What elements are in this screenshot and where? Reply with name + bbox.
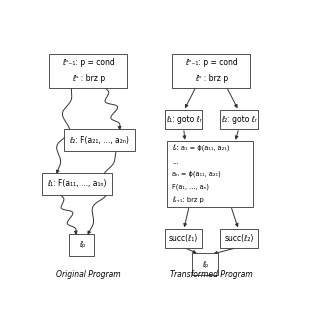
Text: succ(ℓ₁): succ(ℓ₁) (169, 234, 198, 243)
Text: ℓ₁: goto ℓᵣ: ℓ₁: goto ℓᵣ (166, 115, 202, 124)
FancyBboxPatch shape (220, 229, 258, 248)
Text: ℓᵇ : brz p: ℓᵇ : brz p (72, 74, 105, 83)
Text: ℓᵣ: a₁ = ϕ(a₁₁, a₂₁): ℓᵣ: a₁ = ϕ(a₁₁, a₂₁) (172, 145, 230, 152)
FancyBboxPatch shape (165, 110, 202, 129)
Text: ℓ₂: F(a₂₁, ..., a₂ₙ): ℓ₂: F(a₂₁, ..., a₂ₙ) (70, 136, 130, 145)
Text: ℓᵣ₊₁: brz p: ℓᵣ₊₁: brz p (172, 196, 204, 203)
FancyBboxPatch shape (69, 234, 95, 256)
FancyBboxPatch shape (167, 141, 253, 207)
Text: ℓₚ: ℓₚ (79, 240, 85, 249)
Text: ℓₚ: ℓₚ (202, 260, 208, 269)
Text: Transformed Program: Transformed Program (170, 270, 253, 279)
FancyBboxPatch shape (165, 229, 202, 248)
Text: ℓᵇ₋₁: p = cond: ℓᵇ₋₁: p = cond (185, 58, 237, 67)
FancyBboxPatch shape (42, 173, 112, 195)
Text: F(a₁, ..., aₙ): F(a₁, ..., aₙ) (172, 184, 209, 190)
Text: succ(ℓ₂): succ(ℓ₂) (224, 234, 254, 243)
FancyBboxPatch shape (192, 253, 217, 275)
Text: aₙ = ϕ(a₁₁, a₂₁): aₙ = ϕ(a₁₁, a₂₁) (172, 171, 221, 177)
Text: ...: ... (172, 159, 179, 165)
Text: Original Program: Original Program (56, 270, 121, 279)
FancyBboxPatch shape (49, 54, 127, 88)
Text: ℓᵇ₋₁: p = cond: ℓᵇ₋₁: p = cond (62, 58, 115, 67)
FancyBboxPatch shape (64, 129, 135, 151)
Text: ℓ₂: goto ℓᵣ: ℓ₂: goto ℓᵣ (221, 115, 257, 124)
FancyBboxPatch shape (172, 54, 250, 88)
Text: ℓᵇ : brz p: ℓᵇ : brz p (195, 74, 228, 83)
FancyBboxPatch shape (220, 110, 258, 129)
Text: ℓ₁: F(a₁₁, ..., a₁ₙ): ℓ₁: F(a₁₁, ..., a₁ₙ) (47, 179, 107, 188)
